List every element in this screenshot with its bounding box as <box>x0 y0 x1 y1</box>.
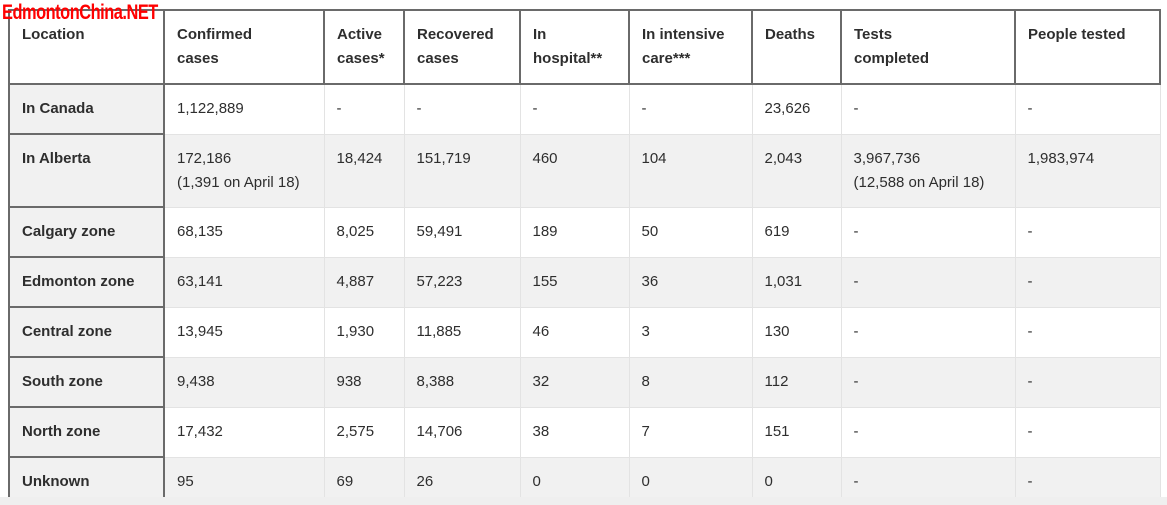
table-cell: 38 <box>519 406 630 458</box>
column-header-in-intensive-care: In intensive care*** <box>628 9 753 85</box>
table-cell: - <box>1014 406 1161 458</box>
table-cell: 46 <box>519 306 630 358</box>
table-cell: 104 <box>628 133 753 208</box>
covid-stats-table: Location Confirmed cases Active cases* R… <box>8 9 1161 505</box>
table-cell: 151 <box>751 406 842 458</box>
column-header-tests-completed: Tests completed <box>840 9 1016 85</box>
page-footer-strip <box>0 497 1167 505</box>
row-header: In Alberta <box>8 133 165 208</box>
table-cell: 68,135 <box>163 206 325 258</box>
table-cell: 7 <box>628 406 753 458</box>
table-cell: - <box>1014 456 1161 505</box>
column-header-in-hospital: In hospital** <box>519 9 630 85</box>
table-cell: - <box>1014 83 1161 135</box>
table-row-edmonton-zone: Edmonton zone 63,141 4,887 57,223 155 36… <box>8 256 1161 308</box>
table-cell: 112 <box>751 356 842 408</box>
table-cell: - <box>840 406 1016 458</box>
table-cell: - <box>1014 306 1161 358</box>
table-cell: 14,706 <box>403 406 521 458</box>
table-cell: - <box>840 206 1016 258</box>
table-row-in-canada: In Canada 1,122,889 - - - - 23,626 - - <box>8 83 1161 135</box>
table-row-in-alberta: In Alberta 172,186 (1,391 on April 18) 1… <box>8 133 1161 208</box>
table-cell: 155 <box>519 256 630 308</box>
column-header-active-cases: Active cases* <box>323 9 405 85</box>
table-cell: - <box>840 256 1016 308</box>
row-header: North zone <box>8 406 165 458</box>
table-cell: 4,887 <box>323 256 405 308</box>
table-cell: - <box>403 83 521 135</box>
table-cell: - <box>840 356 1016 408</box>
table-cell: 189 <box>519 206 630 258</box>
table-cell: 130 <box>751 306 842 358</box>
column-header-confirmed-cases: Confirmed cases <box>163 9 325 85</box>
row-header: Edmonton zone <box>8 256 165 308</box>
table-cell: 36 <box>628 256 753 308</box>
table-cell: 1,031 <box>751 256 842 308</box>
table-cell: 3 <box>628 306 753 358</box>
table-cell: 17,432 <box>163 406 325 458</box>
table-cell: 1,983,974 <box>1014 133 1161 208</box>
table-row-calgary-zone: Calgary zone 68,135 8,025 59,491 189 50 … <box>8 206 1161 258</box>
table-row-south-zone: South zone 9,438 938 8,388 32 8 112 - - <box>8 356 1161 408</box>
table-cell: 151,719 <box>403 133 521 208</box>
table-cell: - <box>1014 356 1161 408</box>
table-cell: - <box>323 83 405 135</box>
table-header-row: Location Confirmed cases Active cases* R… <box>8 9 1161 85</box>
column-header-recovered-cases: Recovered cases <box>403 9 521 85</box>
column-header-people-tested: People tested <box>1014 9 1161 85</box>
table-cell: - <box>628 83 753 135</box>
table-cell: 1,122,889 <box>163 83 325 135</box>
table-cell: 8,025 <box>323 206 405 258</box>
table-cell: 172,186 (1,391 on April 18) <box>163 133 325 208</box>
table-cell: 50 <box>628 206 753 258</box>
table-cell: 23,626 <box>751 83 842 135</box>
table-cell: 8,388 <box>403 356 521 408</box>
table-cell: 938 <box>323 356 405 408</box>
column-header-location: Location <box>8 9 165 85</box>
table-cell: 9,438 <box>163 356 325 408</box>
table-cell: - <box>1014 206 1161 258</box>
table-cell: 32 <box>519 356 630 408</box>
table-cell: 95 <box>163 456 325 505</box>
table-cell: - <box>519 83 630 135</box>
site-watermark: EdmontonChina.NET <box>2 1 158 24</box>
table-cell: 13,945 <box>163 306 325 358</box>
column-header-deaths: Deaths <box>751 9 842 85</box>
row-header: South zone <box>8 356 165 408</box>
table-cell: 57,223 <box>403 256 521 308</box>
table-cell: 619 <box>751 206 842 258</box>
table-cell: - <box>840 83 1016 135</box>
table-cell: - <box>840 306 1016 358</box>
table-cell: 18,424 <box>323 133 405 208</box>
table-cell: 11,885 <box>403 306 521 358</box>
table-row-central-zone: Central zone 13,945 1,930 11,885 46 3 13… <box>8 306 1161 358</box>
table-cell: 2,575 <box>323 406 405 458</box>
table-body: In Canada 1,122,889 - - - - 23,626 - - I… <box>8 83 1161 505</box>
table-cell: 8 <box>628 356 753 408</box>
header-row: Location Confirmed cases Active cases* R… <box>8 9 1161 85</box>
row-header: In Canada <box>8 83 165 135</box>
table-row-north-zone: North zone 17,432 2,575 14,706 38 7 151 … <box>8 406 1161 458</box>
table-cell: - <box>1014 256 1161 308</box>
table-cell: 63,141 <box>163 256 325 308</box>
table-cell: 460 <box>519 133 630 208</box>
row-header: Calgary zone <box>8 206 165 258</box>
table-cell: 1,930 <box>323 306 405 358</box>
row-header: Central zone <box>8 306 165 358</box>
table-cell: 3,967,736 (12,588 on April 18) <box>840 133 1016 208</box>
table-cell: 2,043 <box>751 133 842 208</box>
table-cell: 59,491 <box>403 206 521 258</box>
